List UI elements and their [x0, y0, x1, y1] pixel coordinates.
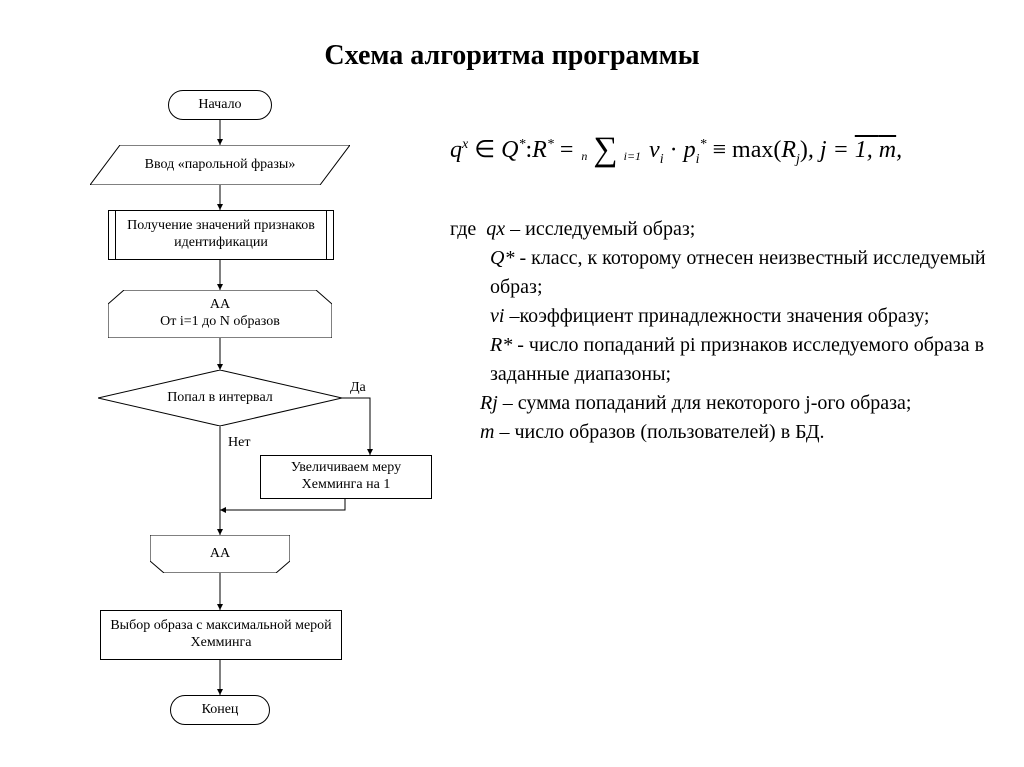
legend-text-5: – число образов (пользователей) в БД. — [494, 421, 824, 443]
legend-sym-2: vi — [490, 305, 504, 327]
node-select: Выбор образа с максимальной мерой Хеммин… — [100, 610, 342, 660]
edge-label-no: Нет — [228, 435, 250, 451]
legend-sym-1: Q* — [490, 247, 514, 269]
f-R-star: * — [547, 137, 554, 152]
node-loop-start-l2: От i=1 до N образов — [160, 314, 280, 331]
node-increment: Увеличиваем меру Хемминга на 1 — [260, 455, 432, 499]
node-select-label: Выбор образа с максимальной мерой Хеммин… — [105, 611, 337, 659]
legend-text-0: – исследуемый образ; — [505, 218, 695, 240]
node-end: Конец — [170, 695, 270, 725]
node-end-label: Конец — [202, 702, 239, 718]
f-q: q — [450, 137, 462, 163]
f-sum-bot: i=1 — [624, 149, 641, 163]
legend-sym-3: R* — [490, 334, 512, 356]
node-get-features-label: Получение значений признаков идентификац… — [119, 211, 323, 259]
f-dot: · — [670, 137, 678, 163]
f-p-sub: i — [696, 152, 700, 167]
f-Rj: R — [781, 137, 796, 163]
f-eq: = — [560, 137, 574, 163]
node-loop-end-label: АА — [150, 535, 290, 573]
node-decision: Попал в интервал — [98, 370, 342, 426]
node-loop-end: АА — [150, 535, 290, 573]
legend-sym-0: qx — [486, 218, 505, 240]
f-v: v — [649, 137, 660, 163]
node-decision-label: Попал в интервал — [98, 370, 342, 426]
f-in: ∈ — [474, 137, 495, 163]
f-R: R — [532, 137, 547, 163]
node-input-label: Ввод «парольной фразы» — [90, 145, 350, 185]
legend-text-3: - число попаданий pi признаков исследуем… — [490, 334, 984, 385]
legend-sym-4: Rj — [480, 392, 498, 414]
node-loop-start: АА От i=1 до N образов — [108, 290, 332, 338]
page-title: Схема алгоритма программы — [0, 40, 1024, 72]
edge-label-yes: Да — [350, 380, 366, 396]
legend-text-4: – сумма попаданий для некоторого j-ого о… — [498, 392, 912, 414]
legend-intro: где — [450, 218, 476, 240]
f-v-sub: i — [660, 152, 664, 167]
f-tail: , j = 1, m, — [808, 137, 902, 163]
f-p: p — [684, 137, 696, 163]
legend: где qx – исследуемый образ; Q* - класс, … — [450, 215, 990, 447]
node-get-features: Получение значений признаков идентификац… — [108, 210, 334, 260]
f-max: max — [732, 137, 773, 163]
f-q-sup: x — [462, 137, 468, 152]
node-loop-start-l1: АА — [210, 297, 230, 314]
node-start-label: Начало — [198, 97, 241, 113]
node-input: Ввод «парольной фразы» — [90, 145, 350, 185]
node-increment-label: Увеличиваем меру Хемминга на 1 — [265, 456, 427, 498]
flowchart: Начало Ввод «парольной фразы» Получение … — [60, 90, 440, 740]
f-Q: Q — [501, 137, 518, 163]
formula: qx ∈ Q*:R* = n ∑ i=1 vi · pi* ≡ max(Rj),… — [450, 135, 902, 168]
node-start: Начало — [168, 90, 272, 120]
f-p-star: * — [699, 137, 706, 152]
legend-sym-5: m — [480, 421, 494, 443]
legend-text-1: - класс, к которому отнесен неизвестный … — [490, 247, 986, 298]
sigma-icon: ∑ — [593, 131, 617, 168]
f-sum: n ∑ i=1 — [581, 135, 641, 167]
f-sum-top: n — [581, 149, 587, 163]
f-equiv: ≡ — [712, 137, 726, 163]
legend-text-2: –коэффициент принадлежности значения обр… — [504, 305, 929, 327]
